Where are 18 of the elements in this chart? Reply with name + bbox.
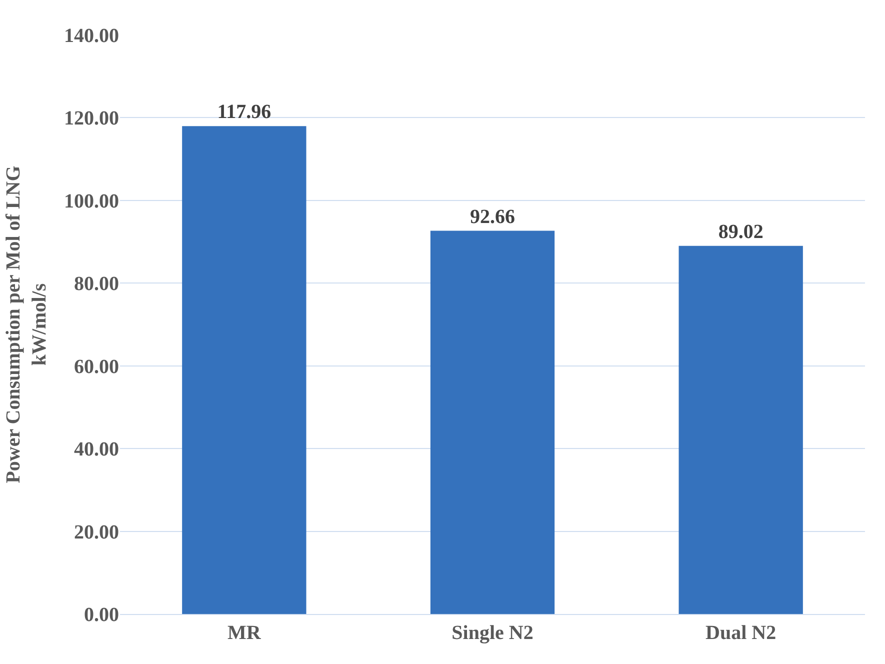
y-tick-label: 60.00: [74, 356, 119, 378]
x-tick-label: Single N2: [452, 622, 534, 644]
data-label: 89.02: [718, 220, 764, 243]
y-tick-label: 0.00: [84, 604, 119, 626]
x-tick-label: Dual N2: [706, 622, 776, 644]
data-label: 92.66: [470, 206, 515, 228]
x-tick-label: MR: [228, 622, 262, 644]
bar: [430, 230, 555, 614]
y-tick-label: 140.00: [64, 25, 119, 47]
y-tick-label: 80.00: [74, 273, 119, 296]
y-tick-label: 120.00: [64, 108, 119, 130]
data-label: 117.96: [217, 101, 272, 124]
bar: [678, 246, 803, 614]
y-tick-label: 40.00: [74, 438, 119, 461]
y-axis-title: Power Consumption per Mol of LNG kW/mol/s: [2, 165, 50, 484]
y-tick-label: 20.00: [74, 521, 119, 544]
bar: [182, 126, 306, 614]
y-tick-label: 100.00: [64, 190, 119, 212]
